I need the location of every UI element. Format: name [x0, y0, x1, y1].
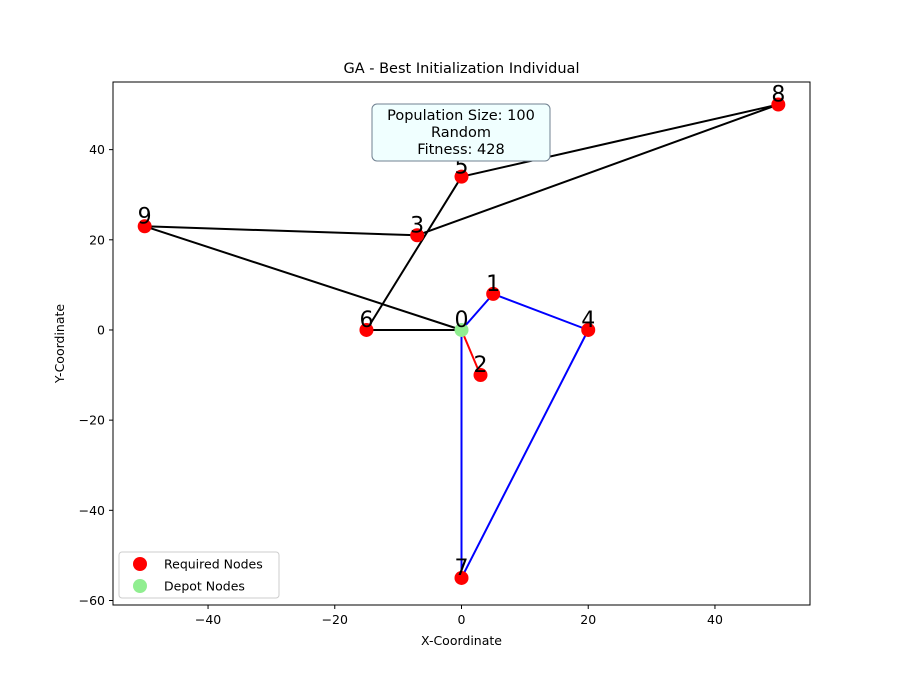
- node-label-7: 7: [455, 556, 469, 581]
- annotation-background: [371, 103, 551, 162]
- node-label-3: 3: [410, 213, 424, 238]
- x-tick-label: 0: [458, 612, 466, 627]
- node-label-8: 8: [771, 83, 785, 108]
- y-tick-label: 20: [89, 232, 105, 247]
- required-node-3: [410, 228, 425, 243]
- annotation-line-fitness: Fitness: 428: [417, 142, 504, 158]
- y-tick-label: 40: [89, 142, 105, 157]
- required-node-4: [581, 322, 596, 337]
- required-node-6: [359, 322, 374, 337]
- y-axis: −60 −40 −20 0 20 40: [79, 142, 113, 608]
- y-tick-label: −40: [79, 503, 105, 518]
- node-label-1: 1: [486, 272, 500, 297]
- legend-marker-depot: [133, 579, 147, 593]
- y-tick-label: 0: [97, 322, 105, 337]
- depot-node-0: [454, 322, 469, 337]
- x-tick-label: −20: [322, 612, 348, 627]
- required-node-5: [454, 169, 469, 184]
- x-tick-label: −40: [195, 612, 221, 627]
- chart-title: GA - Best Initialization Individual: [344, 61, 580, 77]
- node-label-0: 0: [455, 308, 469, 333]
- y-tick-label: −20: [79, 413, 105, 428]
- required-node-7: [454, 570, 469, 585]
- annotation-line-method: Random: [431, 125, 491, 141]
- y-axis-label: Y-Coordinate: [52, 304, 67, 384]
- required-node-2: [473, 368, 488, 383]
- required-node-9: [137, 219, 152, 234]
- x-axis-label: X-Coordinate: [421, 633, 502, 648]
- x-tick-label: 20: [580, 612, 596, 627]
- node-label-6: 6: [359, 308, 373, 333]
- y-tick-label: −60: [79, 593, 105, 608]
- legend: Required Nodes Depot Nodes: [118, 551, 280, 599]
- legend-marker-required: [133, 557, 147, 571]
- x-tick-label: 40: [707, 612, 723, 627]
- nodes-layer: [137, 97, 786, 585]
- node-label-9: 9: [138, 204, 152, 229]
- required-node-1: [486, 286, 501, 301]
- node-label-2: 2: [474, 353, 488, 378]
- legend-frame: [118, 551, 280, 599]
- node-label-4: 4: [581, 308, 595, 333]
- x-axis: −40 −20 0 20 40: [195, 605, 723, 627]
- legend-label-required: Required Nodes: [164, 557, 263, 572]
- annotation-box: Population Size: 100 Random Fitness: 428: [371, 103, 551, 162]
- annotation-line-population: Population Size: 100: [387, 108, 535, 124]
- legend-label-depot: Depot Nodes: [164, 579, 245, 594]
- required-node-8: [771, 97, 786, 112]
